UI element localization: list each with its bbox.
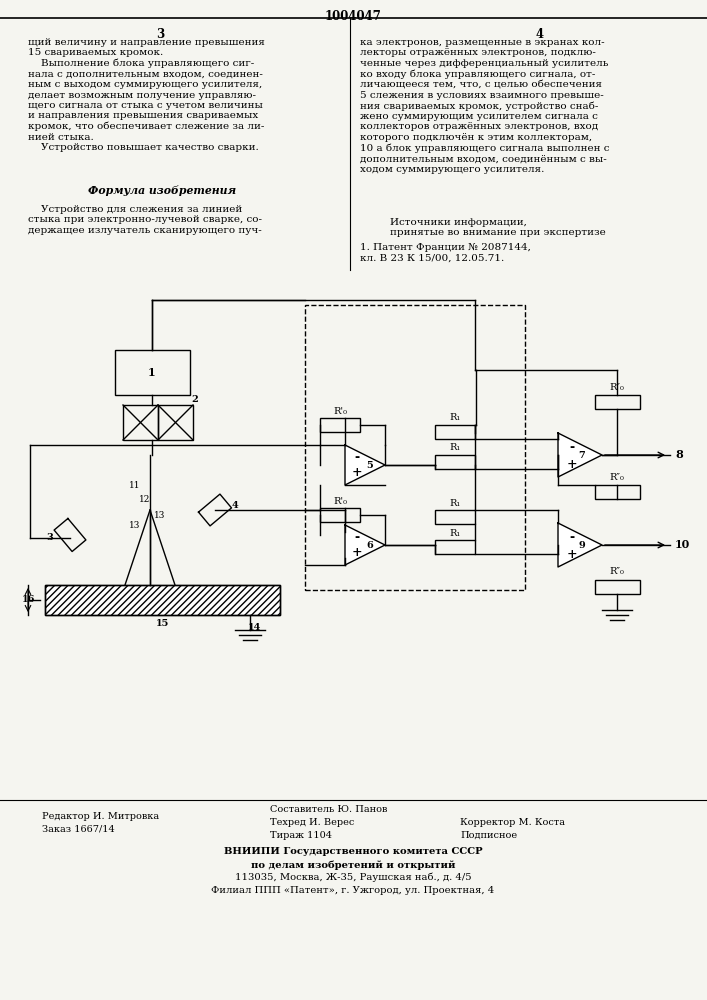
Text: щий величину и направление превышения
15 свариваемых кромок.
    Выполнение блок: щий величину и направление превышения 15…	[28, 38, 265, 152]
Text: R'₀: R'₀	[333, 406, 347, 416]
Bar	[45, 585, 280, 615]
Text: 11: 11	[129, 481, 141, 489]
Text: 4: 4	[232, 500, 238, 510]
Text: Филиал ППП «Патент», г. Ужгород, ул. Проектная, 4: Филиал ППП «Патент», г. Ужгород, ул. Про…	[211, 886, 495, 895]
Text: Источники информации,
принятые во внимание при экспертизе: Источники информации, принятые во вниман…	[390, 218, 606, 237]
Text: Подписное: Подписное	[460, 831, 517, 840]
Bar	[435, 540, 475, 554]
Text: 9: 9	[578, 540, 585, 550]
Bar	[115, 350, 190, 395]
Polygon shape	[558, 433, 602, 477]
Bar	[45, 585, 280, 615]
Text: ка электронов, размещенные в экранах кол-
лекторы отражённых электронов, подклю-: ка электронов, размещенные в экранах кол…	[360, 38, 609, 174]
Text: Редактор И. Митровка: Редактор И. Митровка	[42, 812, 159, 821]
Text: по делам изобретений и открытий: по делам изобретений и открытий	[251, 860, 455, 869]
Text: -: -	[354, 452, 360, 464]
Text: +: +	[567, 458, 578, 471]
Text: 1004047: 1004047	[325, 10, 382, 23]
Text: R₁: R₁	[450, 414, 461, 422]
Bar	[595, 395, 640, 409]
Bar	[320, 508, 360, 522]
Polygon shape	[345, 525, 385, 565]
Bar	[123, 405, 158, 440]
Text: 7: 7	[578, 450, 585, 460]
Text: 13: 13	[154, 510, 165, 520]
Text: Корректор М. Коста: Корректор М. Коста	[460, 818, 565, 827]
Text: 14: 14	[248, 624, 262, 633]
Text: Составитель Ю. Панов: Составитель Ю. Панов	[270, 805, 387, 814]
Text: 12: 12	[139, 495, 151, 504]
Text: Заказ 1667/14: Заказ 1667/14	[42, 825, 115, 834]
Text: +: +	[567, 548, 578, 560]
Text: R″₀: R″₀	[609, 382, 624, 391]
Text: R₁: R₁	[450, 498, 461, 508]
Bar	[435, 455, 475, 469]
Polygon shape	[558, 523, 602, 567]
Bar	[305, 305, 525, 590]
Text: Устройство для слежения за линией
стыка при электронно-лучевой сварке, со-
держа: Устройство для слежения за линией стыка …	[28, 205, 262, 235]
Text: +: +	[351, 466, 362, 480]
Text: R″₀: R″₀	[609, 568, 624, 576]
Text: +: +	[351, 546, 362, 560]
Text: 13: 13	[129, 520, 141, 530]
Bar	[435, 425, 475, 439]
Text: 15: 15	[156, 618, 170, 628]
Text: 1: 1	[148, 367, 156, 378]
Bar	[435, 510, 475, 524]
Bar	[158, 405, 193, 440]
Text: R₁: R₁	[450, 528, 461, 538]
Text: 4: 4	[536, 28, 544, 41]
Bar	[595, 485, 640, 499]
Text: 1. Патент Франции № 2087144,
кл. В 23 К 15/00, 12.05.71.: 1. Патент Франции № 2087144, кл. В 23 К …	[360, 243, 531, 262]
Text: 3: 3	[47, 534, 53, 542]
Text: R₁: R₁	[450, 444, 461, 452]
Text: 3: 3	[156, 28, 164, 41]
Text: Формула изобретения: Формула изобретения	[88, 185, 236, 196]
Text: 5: 5	[367, 460, 373, 470]
Text: 8: 8	[675, 450, 683, 460]
Text: 113035, Москва, Ж-35, Раушская наб., д. 4/5: 113035, Москва, Ж-35, Раушская наб., д. …	[235, 873, 472, 882]
Text: 6: 6	[367, 540, 373, 550]
Text: -: -	[569, 530, 575, 544]
Text: Техред И. Верес: Техред И. Верес	[270, 818, 354, 827]
Text: R″₀: R″₀	[609, 474, 624, 483]
Text: -: -	[354, 532, 360, 544]
Text: -: -	[569, 440, 575, 454]
Polygon shape	[345, 445, 385, 485]
Bar	[320, 418, 360, 432]
Text: 10: 10	[675, 540, 690, 550]
Text: ВНИИПИ Государственного комитета СССР: ВНИИПИ Государственного комитета СССР	[223, 847, 482, 856]
Bar	[595, 580, 640, 594]
Text: Тираж 1104: Тираж 1104	[270, 831, 332, 840]
Text: R'₀: R'₀	[333, 496, 347, 506]
Text: 2: 2	[192, 395, 199, 404]
Text: 16: 16	[22, 595, 35, 604]
